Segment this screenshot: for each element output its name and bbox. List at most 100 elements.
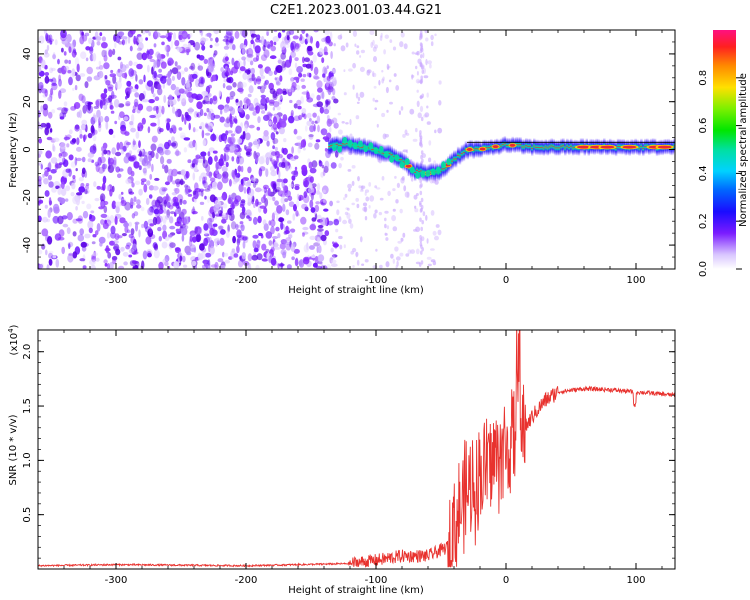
spectrogram-speck [348,68,353,72]
spectrogram-scatter [38,30,443,269]
spectrogram-speck [198,175,202,182]
spectrogram-speck [425,214,428,221]
spectrogram-speck [430,41,434,47]
spectrogram-speck [245,148,252,153]
spectrogram-speck [167,174,173,183]
spectrogram-speck [149,58,155,63]
spectrogram-speck [379,264,383,269]
spectrogram-speck [138,79,144,85]
spectrogram-speck [288,234,293,239]
spectrogram-speck [200,121,205,131]
spectrogram-band-cell [392,147,395,166]
spectrogram-speck [242,236,248,241]
spectrogram-speck [82,210,89,219]
spectrogram-speck [290,243,296,252]
spectrogram-speck [54,39,58,46]
spectrogram-speck [237,259,244,268]
spectrogram-speck [200,37,207,44]
spectrogram-speck [106,232,111,239]
spectrogram-band-cell [566,138,569,155]
spectrogram-band-blob [435,166,441,174]
spectrogram-speck [419,49,423,54]
spectrogram-speck [243,44,247,49]
spectrogram-speck [257,116,261,124]
spectrogram-speck [123,222,129,228]
spectrogram-speck [356,203,360,209]
spectrogram-band-blob [368,142,374,150]
spectrogram-speck [215,161,219,171]
spectrogram-speck [164,141,170,150]
spectrogram-speck [209,97,213,105]
spectrogram-speck [437,229,442,236]
spectrogram-speck [260,188,266,192]
spectrogram-speck [415,127,418,133]
spectrogram-speck [309,224,317,231]
colorbar-tick-label: 0.4 [698,165,709,181]
spectrogram-speck [137,126,140,132]
spectrogram-speck [391,215,396,222]
spectrogram-speck [272,138,279,144]
spectrogram-speck [393,73,397,77]
spectrogram-speck [47,208,51,218]
spectrogram-speck [274,200,279,206]
spectrogram-speck [309,125,315,133]
spectrogram-speck [268,82,275,91]
spectrogram-speck [343,69,346,72]
spectrogram-speck [50,169,57,174]
spectrogram-speck [135,74,138,82]
spectrogram-speck [147,207,154,216]
spectrogram-speck [38,35,45,44]
spectrogram-speck [141,223,145,229]
spectrogram-speck [421,69,425,75]
spectrogram-speck [124,72,128,80]
spectrogram-speck [115,205,120,214]
spectrogram-band-cell [441,160,444,178]
spectrogram-speck [212,223,218,227]
spectrogram-speck [190,62,196,71]
spectrogram-speck [420,33,423,38]
spectrogram-speck [100,93,105,100]
spectrogram-speck [98,166,105,174]
spectrogram-speck [392,188,396,192]
spectrogram-speck [231,57,235,66]
spectrogram-band-peak [577,145,591,149]
spectrogram-band-cell [330,136,333,155]
spectrogram-speck [296,66,303,73]
spectrogram-speck [329,200,333,207]
spectrogram-speck [347,169,352,172]
spectrogram-speck [210,37,213,42]
spectrogram-band-cell [336,135,339,154]
spectrogram-speck [305,63,312,69]
spectrogram-speck [108,157,114,165]
spectrogram-speck [385,237,389,241]
spectrogram-speck [270,132,276,141]
spectrogram-speck [419,238,423,243]
spectrogram-speck [325,99,329,107]
spectrogram-speck [336,209,340,216]
spectrogram-speck [380,32,383,38]
spectrogram-speck [144,30,150,34]
spectrogram-speck [430,210,435,216]
spectrogram-band [328,134,675,183]
spectrogram-speck [193,247,197,253]
spectrogram-band-cell [640,138,643,155]
spectrogram-speck [415,78,421,84]
spectrogram-speck [170,142,177,147]
spectrogram-speck [307,142,313,148]
spectrogram-speck [316,94,321,101]
spectrogram-speck [44,49,48,55]
spectrogram-speck [223,35,229,39]
spectrogram-speck [270,219,276,228]
spectrogram-speck [349,118,352,126]
spectrogram-speck [75,196,80,206]
spectrogram-speck [74,124,80,132]
spectrogram-speck [395,199,399,204]
spectrogram-speck [147,228,153,237]
snr-ytick-label: 0.5 [22,507,33,523]
spectrogram-speck [374,99,379,103]
spectrogram-speck [183,216,190,225]
spectrogram-speck [46,218,50,223]
spectrogram-band-blob [404,158,410,166]
spectrogram-speck [246,47,254,57]
spectrogram-speck [268,99,275,104]
